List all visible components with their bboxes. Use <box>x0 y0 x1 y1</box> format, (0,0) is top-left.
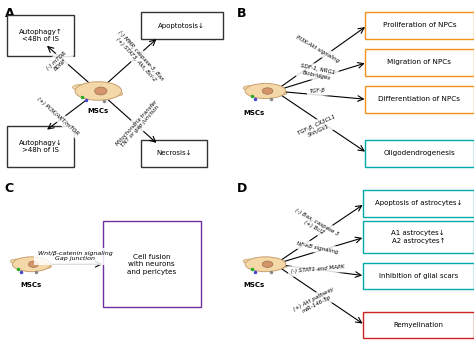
Text: Cell fusion
with neurons
and pericytes: Cell fusion with neurons and pericytes <box>127 254 176 275</box>
Text: Apoptotosis↓: Apoptotosis↓ <box>158 22 205 29</box>
Text: (+) Akt pathway
miR-146-5p: (+) Akt pathway miR-146-5p <box>293 287 337 317</box>
FancyBboxPatch shape <box>141 12 223 39</box>
FancyBboxPatch shape <box>365 49 474 76</box>
FancyBboxPatch shape <box>363 262 474 289</box>
Text: (-) STAT1 and MAPK: (-) STAT1 and MAPK <box>291 264 345 274</box>
Ellipse shape <box>276 265 287 268</box>
Ellipse shape <box>95 87 107 95</box>
Ellipse shape <box>28 261 38 267</box>
Text: Differentiation of NPCs: Differentiation of NPCs <box>379 96 460 103</box>
Text: Remyelination: Remyelination <box>393 322 443 328</box>
Ellipse shape <box>276 91 287 95</box>
Text: Necrosis↓: Necrosis↓ <box>156 150 192 156</box>
Ellipse shape <box>245 83 286 99</box>
Ellipse shape <box>10 259 22 264</box>
Text: Proliferation of NPCs: Proliferation of NPCs <box>383 22 456 28</box>
FancyBboxPatch shape <box>365 140 474 167</box>
Text: Apoptosis of astrocytes↓: Apoptosis of astrocytes↓ <box>374 200 462 206</box>
Text: MSCs: MSCs <box>21 282 42 288</box>
Text: Autophagy↓
>48h of IS: Autophagy↓ >48h of IS <box>18 140 62 153</box>
Text: MSCs: MSCs <box>243 110 264 116</box>
Text: Migration of NPCs: Migration of NPCs <box>387 60 452 65</box>
Text: D: D <box>237 182 247 195</box>
Text: TGF-β: TGF-β <box>310 88 326 94</box>
Text: (-) Bax, caspase 3
(+) Bcl2: (-) Bax, caspase 3 (+) Bcl2 <box>291 208 339 242</box>
Text: MSCs: MSCs <box>243 282 264 288</box>
Ellipse shape <box>73 85 87 90</box>
FancyBboxPatch shape <box>363 312 474 338</box>
Text: PI3K-Akt signaling: PI3K-Akt signaling <box>295 35 340 63</box>
Ellipse shape <box>243 259 256 264</box>
Text: (-) MMP, caspase-3, Bax
(+) STAT3, Akt, Bcl-2: (-) MMP, caspase-3, Bax (+) STAT3, Akt, … <box>112 29 164 85</box>
FancyBboxPatch shape <box>141 140 208 167</box>
Text: Wnt/β-catenin signaling
Gap junction: Wnt/β-catenin signaling Gap junction <box>37 251 112 261</box>
Text: B: B <box>237 7 246 20</box>
Ellipse shape <box>245 257 286 272</box>
Ellipse shape <box>262 261 273 267</box>
FancyBboxPatch shape <box>7 15 74 56</box>
Text: NF-κB signaling: NF-κB signaling <box>296 241 339 255</box>
Text: Autophagy↑
<48h of IS: Autophagy↑ <48h of IS <box>18 29 62 42</box>
Ellipse shape <box>42 265 52 268</box>
FancyBboxPatch shape <box>363 190 474 217</box>
FancyBboxPatch shape <box>103 222 201 307</box>
Ellipse shape <box>12 257 51 272</box>
Ellipse shape <box>110 91 123 96</box>
Text: Inhibition of glial scars: Inhibition of glial scars <box>379 273 458 279</box>
FancyBboxPatch shape <box>365 86 474 113</box>
Ellipse shape <box>75 82 122 100</box>
Text: A1 astrocytes↓
A2 astrocytes↑: A1 astrocytes↓ A2 astrocytes↑ <box>392 230 445 244</box>
Text: MSCs: MSCs <box>88 108 109 114</box>
Text: SDF-1, NRG1
Biobridges: SDF-1, NRG1 Biobridges <box>299 64 336 82</box>
Text: TGF-β, CX3CL1
Shh/Gli1: TGF-β, CX3CL1 Shh/Gli1 <box>297 114 338 141</box>
Text: Mitochondria transfer
TNT or gap junction: Mitochondria transfer TNT or gap junctio… <box>115 99 162 150</box>
Ellipse shape <box>262 88 273 94</box>
FancyBboxPatch shape <box>7 126 74 167</box>
Text: A: A <box>5 7 14 20</box>
Text: (-) mTOR
BDNF: (-) mTOR BDNF <box>46 50 71 75</box>
Text: (+) PI3K/AKT/mTOR: (+) PI3K/AKT/mTOR <box>36 96 80 136</box>
Text: Oligodendrogenesis: Oligodendrogenesis <box>383 150 456 156</box>
FancyBboxPatch shape <box>363 222 474 253</box>
FancyBboxPatch shape <box>365 12 474 39</box>
Ellipse shape <box>243 86 256 90</box>
Text: C: C <box>5 182 14 195</box>
